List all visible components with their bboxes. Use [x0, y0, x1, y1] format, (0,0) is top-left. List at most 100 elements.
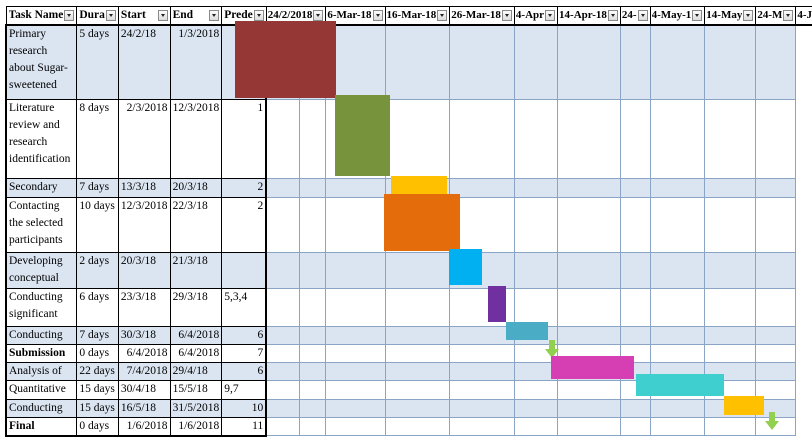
timeline-cell[interactable] [755, 197, 797, 253]
timeline-cell[interactable] [385, 417, 451, 436]
predecessor-cell[interactable] [221, 252, 268, 289]
timeline-cell[interactable] [299, 362, 327, 381]
timeline-cell[interactable] [266, 399, 300, 418]
timeline-cell[interactable] [385, 362, 451, 381]
task-row[interactable]: Contacting the selected participants 10 d… [5, 197, 812, 253]
timeline-cell[interactable] [620, 344, 651, 363]
timeline-header-8[interactable]: 14-May [704, 6, 757, 26]
timeline-header-4[interactable]: 4-Apr [513, 6, 559, 26]
timeline-cell[interactable] [266, 178, 300, 198]
timeline-cell[interactable] [755, 417, 797, 436]
end-cell[interactable]: 12/3/2018 [170, 99, 223, 179]
timeline-cell[interactable] [266, 417, 300, 436]
timeline-cell[interactable] [449, 288, 515, 327]
timeline-cell[interactable] [385, 288, 451, 327]
start-cell[interactable]: 30/4/18 [118, 380, 171, 400]
timeline-cell[interactable] [704, 288, 757, 327]
filter-dropdown-icon[interactable] [209, 10, 220, 21]
timeline-cell[interactable] [299, 99, 327, 179]
end-cell[interactable]: 1/6/2018 [170, 417, 223, 437]
timeline-cell[interactable] [557, 25, 621, 100]
timeline-cell[interactable] [299, 326, 327, 345]
timeline-cell[interactable] [514, 417, 559, 436]
timeline-cell[interactable] [514, 178, 559, 198]
timeline-cell[interactable] [755, 99, 797, 179]
timeline-cell[interactable] [650, 25, 706, 100]
task-name-cell[interactable]: Analysis of [5, 362, 78, 381]
end-cell[interactable]: 22/3/18 [170, 197, 223, 253]
timeline-cell[interactable] [514, 344, 559, 363]
timeline-cell[interactable] [704, 344, 757, 363]
start-cell[interactable]: 13/3/18 [118, 178, 171, 198]
timeline-cell[interactable] [266, 288, 300, 327]
timeline-cell[interactable] [325, 197, 386, 253]
timeline-cell[interactable] [557, 344, 621, 363]
end-cell[interactable]: 15/5/18 [170, 380, 223, 400]
task-row[interactable]: Analysis of 22 days 7/4/2018 29/4/18 6 [5, 362, 812, 381]
filter-dropdown-icon[interactable] [783, 10, 794, 21]
timeline-cell[interactable] [557, 178, 621, 198]
predecessor-cell[interactable]: 10 [221, 399, 268, 418]
timeline-cell[interactable] [449, 178, 515, 198]
timeline-cell[interactable] [385, 344, 451, 363]
end-cell[interactable]: 21/3/18 [170, 252, 223, 289]
timeline-cell[interactable] [620, 178, 651, 198]
timeline-cell[interactable] [325, 252, 386, 289]
timeline-header-5[interactable]: 14-Apr-18 [557, 6, 621, 26]
timeline-cell[interactable] [266, 99, 300, 179]
timeline-cell[interactable] [704, 326, 757, 345]
predecessor-cell[interactable]: 11 [221, 417, 268, 437]
start-cell[interactable]: 1/6/2018 [118, 417, 171, 437]
task-row[interactable]: Primary research about Sugar-sweetened 5 … [5, 25, 812, 100]
timeline-cell[interactable] [620, 252, 651, 289]
predecessor-cell[interactable]: 1 [221, 99, 268, 179]
col-header-end[interactable]: End [169, 6, 223, 26]
task-row[interactable]: Conducting 15 days 16/5/18 31/5/2018 10 [5, 399, 812, 418]
timeline-cell[interactable] [650, 326, 706, 345]
start-cell[interactable]: 16/5/18 [118, 399, 171, 418]
timeline-cell[interactable] [755, 178, 797, 198]
timeline-cell[interactable] [620, 399, 651, 418]
timeline-cell[interactable] [299, 25, 327, 100]
timeline-cell[interactable] [514, 362, 559, 381]
timeline-cell[interactable] [514, 288, 559, 327]
filter-dropdown-icon[interactable] [437, 10, 448, 21]
timeline-header-1[interactable]: 6-Mar-18 [325, 6, 386, 26]
filter-dropdown-icon[interactable] [105, 10, 116, 21]
timeline-header-7[interactable]: 4-May-1 [649, 6, 706, 26]
predecessor-cell[interactable]: 7 [221, 344, 268, 363]
timeline-cell[interactable] [514, 99, 559, 179]
timeline-cell[interactable] [325, 326, 386, 345]
predecessor-cell[interactable]: 9,7 [221, 380, 268, 400]
filter-dropdown-icon[interactable] [607, 10, 618, 21]
timeline-cell[interactable] [266, 344, 300, 363]
timeline-cell[interactable] [449, 197, 515, 253]
timeline-cell[interactable] [557, 288, 621, 327]
timeline-cell[interactable] [620, 25, 651, 100]
start-cell[interactable]: 6/4/2018 [118, 344, 171, 363]
predecessor-cell[interactable] [221, 25, 268, 100]
duration-cell[interactable]: 22 days [76, 362, 119, 381]
start-cell[interactable]: 30/3/18 [118, 326, 171, 345]
task-row[interactable]: Submission 0 days 6/4/2018 6/4/2018 7 [5, 344, 812, 363]
timeline-header-9[interactable]: 24-M [755, 6, 797, 26]
timeline-cell[interactable] [650, 344, 706, 363]
timeline-cell[interactable] [266, 362, 300, 381]
timeline-cell[interactable] [650, 197, 706, 253]
timeline-cell[interactable] [755, 326, 797, 345]
timeline-cell[interactable] [325, 417, 386, 436]
timeline-cell[interactable] [650, 380, 706, 400]
col-header-pred[interactable]: Prede [221, 6, 267, 26]
timeline-cell[interactable] [704, 25, 757, 100]
filter-dropdown-icon[interactable] [372, 10, 383, 21]
duration-cell[interactable]: 0 days [76, 417, 119, 437]
timeline-cell[interactable] [449, 326, 515, 345]
task-name-cell[interactable]: Final [5, 417, 78, 437]
end-cell[interactable]: 31/5/2018 [170, 399, 223, 418]
predecessor-cell[interactable]: 2 [221, 178, 268, 198]
timeline-cell[interactable] [755, 380, 797, 400]
timeline-cell[interactable] [650, 362, 706, 381]
timeline-cell[interactable] [650, 399, 706, 418]
task-name-cell[interactable]: Primary research about Sugar-sweetened [5, 25, 78, 100]
duration-cell[interactable]: 2 days [76, 252, 119, 289]
